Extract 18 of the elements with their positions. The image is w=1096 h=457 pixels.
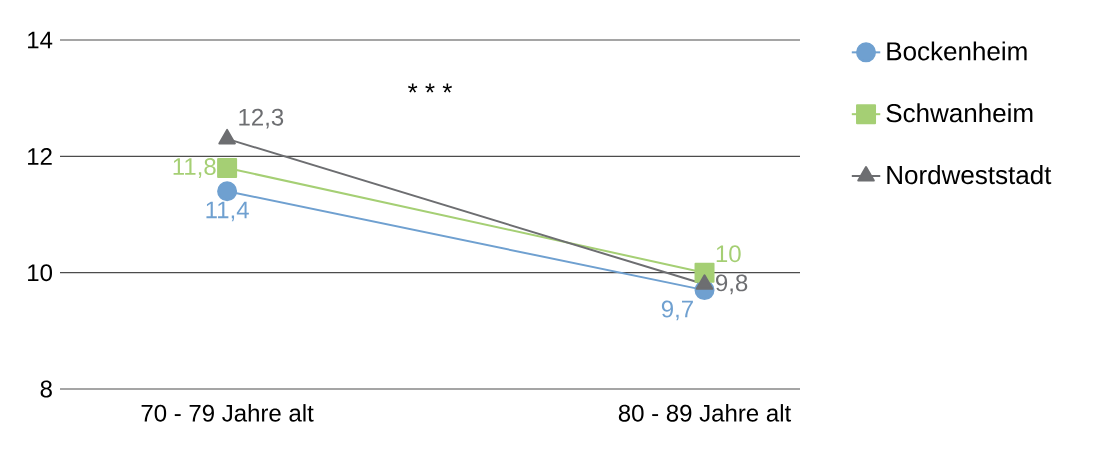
annotation: * * * [408, 83, 452, 93]
data-label: 12,3 [239, 108, 284, 129]
y-tick-label: 8 [40, 380, 52, 398]
legend-label: Schwanheim [886, 103, 1033, 123]
data-label: 10 [716, 245, 741, 263]
data-label: 9,8 [716, 274, 748, 295]
point [217, 181, 238, 202]
data-label: 11,8 [173, 158, 216, 178]
data-label: 11,4 [206, 201, 249, 222]
legend-label: Nordweststadt [887, 165, 1052, 185]
y-tick-label: 10 [28, 264, 53, 282]
y-tick-label: 12 [28, 147, 52, 165]
data-label: 9,7 [661, 300, 693, 321]
y-tick-label: 14 [28, 31, 53, 49]
point [217, 157, 238, 178]
legend-label: Bockenheim [887, 41, 1027, 61]
x-tick-label: 80 - 89 Jahre alt [618, 404, 792, 422]
x-tick-label: 70 - 79 Jahre alt [141, 404, 314, 422]
